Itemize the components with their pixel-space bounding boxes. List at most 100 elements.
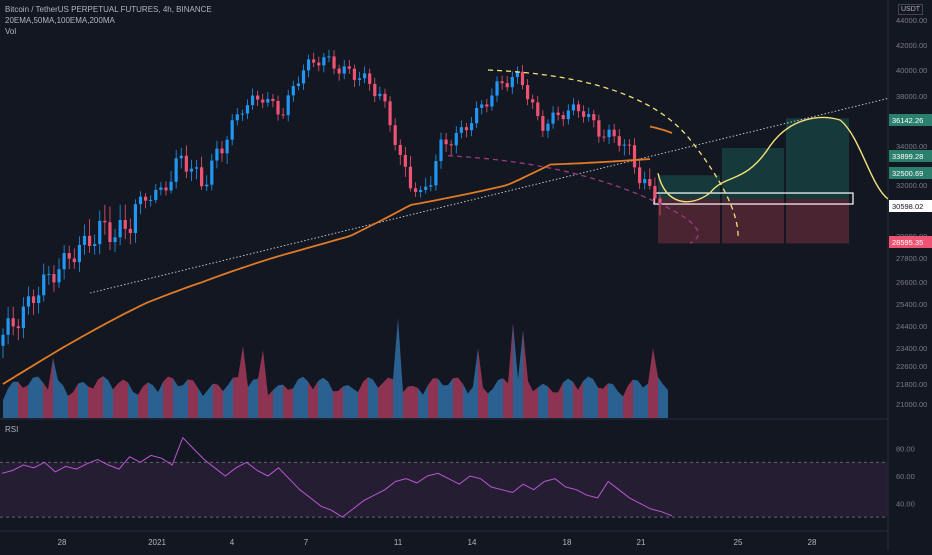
candle-body bbox=[261, 99, 265, 103]
volume-area-segment bbox=[528, 381, 533, 418]
volume-area-segment bbox=[78, 381, 83, 418]
candle-body bbox=[215, 148, 219, 161]
volume-area-segment bbox=[203, 389, 208, 418]
candle-body bbox=[138, 196, 143, 205]
volume-area-segment bbox=[128, 382, 133, 418]
currency-badge[interactable]: USDT bbox=[898, 4, 924, 15]
volume-area-segment bbox=[408, 385, 413, 418]
volume-area-segment bbox=[458, 377, 463, 418]
volume-area-segment bbox=[513, 323, 518, 418]
indicator-legend[interactable]: 20EMA,50MA,100EMA,200MA bbox=[5, 16, 115, 25]
candle-body bbox=[368, 73, 372, 84]
candle-body bbox=[108, 222, 112, 243]
candle-body bbox=[128, 228, 132, 234]
candle-body bbox=[245, 105, 250, 114]
candle-body bbox=[342, 66, 346, 74]
volume-area-segment bbox=[453, 377, 458, 418]
candle-body bbox=[398, 144, 402, 156]
candle-body bbox=[388, 101, 392, 126]
candle-body bbox=[322, 57, 326, 66]
volume-area-segment bbox=[63, 385, 68, 418]
volume-area-segment bbox=[193, 380, 198, 418]
candle-body bbox=[159, 187, 163, 190]
volume-area-segment bbox=[168, 376, 173, 418]
volume-area-segment bbox=[573, 381, 578, 418]
volume-area-segment bbox=[33, 376, 38, 418]
volume-area-segment bbox=[368, 377, 373, 418]
candle-body bbox=[133, 204, 138, 234]
volume-area-segment bbox=[588, 376, 593, 418]
chart-title: Bitcoin / TetherUS PERPETUAL FUTURES, 4h… bbox=[5, 5, 212, 14]
volume-area-segment bbox=[3, 388, 8, 418]
volume-area-segment bbox=[583, 376, 588, 418]
volume-area-segment bbox=[143, 382, 148, 418]
candle-body bbox=[536, 102, 540, 117]
stop-zone-3 bbox=[786, 199, 849, 244]
volume-area-segment bbox=[133, 391, 138, 418]
volume-area-segment bbox=[18, 381, 23, 418]
volume-area-segment bbox=[378, 382, 383, 418]
volume-area-segment bbox=[438, 378, 443, 418]
candle-body bbox=[317, 62, 321, 66]
volume-area-segment bbox=[483, 387, 488, 418]
volume-area-segment bbox=[338, 386, 343, 418]
rsi-legend[interactable]: RSI bbox=[5, 425, 19, 434]
volume-area-segment bbox=[658, 377, 663, 418]
candle-body bbox=[189, 168, 194, 172]
volume-area-segment bbox=[253, 378, 258, 418]
candle-body bbox=[648, 179, 652, 186]
volume-area-segment bbox=[288, 388, 293, 418]
volume-area-segment bbox=[508, 323, 513, 418]
volume-area-segment bbox=[448, 378, 453, 418]
candle-body bbox=[118, 220, 122, 238]
candle-body bbox=[16, 326, 20, 329]
candle-body bbox=[546, 123, 550, 131]
volume-area-segment bbox=[663, 384, 668, 418]
y-tick-label: 40000.00 bbox=[896, 66, 927, 75]
volume-area-segment bbox=[478, 348, 483, 418]
volume-area-segment bbox=[148, 382, 153, 418]
volume-area-segment bbox=[463, 384, 468, 418]
rsi-tick-label: 80.00 bbox=[896, 445, 915, 454]
volume-area-segment bbox=[323, 377, 328, 418]
candle-body bbox=[220, 148, 224, 154]
volume-area-segment bbox=[603, 383, 608, 418]
y-tick-label: 27800.00 bbox=[896, 254, 927, 263]
volume-area-segment bbox=[333, 391, 338, 418]
candle-body bbox=[525, 85, 530, 100]
stop-zone-2 bbox=[722, 199, 784, 244]
y-tick-label: 24400.00 bbox=[896, 322, 927, 331]
moving-average-tail bbox=[649, 125, 673, 134]
rsi-line bbox=[1, 436, 673, 518]
candle-body bbox=[281, 114, 285, 116]
volume-area-segment bbox=[183, 379, 188, 418]
volume-area-segment bbox=[93, 379, 98, 418]
y-tick-label: 23400.00 bbox=[896, 344, 927, 353]
y-tick-label: 25400.00 bbox=[896, 300, 927, 309]
candle-body bbox=[179, 155, 183, 159]
candle-body bbox=[31, 296, 36, 304]
price-label-bg bbox=[889, 200, 932, 212]
volume-legend[interactable]: Vol bbox=[5, 27, 17, 36]
volume-area-segment bbox=[88, 386, 93, 418]
volume-area-segment bbox=[28, 377, 33, 418]
volume-area-segment bbox=[293, 379, 298, 418]
x-tick-label: 2021 bbox=[148, 538, 166, 547]
price-label: 32500.69 bbox=[892, 169, 923, 178]
x-tick-label: 11 bbox=[394, 538, 403, 547]
candle-body bbox=[301, 70, 306, 84]
candle-body bbox=[475, 107, 479, 124]
candle-body bbox=[622, 144, 626, 146]
x-tick-label: 7 bbox=[304, 538, 309, 547]
volume-area-segment bbox=[258, 350, 263, 418]
candle-body bbox=[271, 98, 275, 101]
volume-area-segment bbox=[318, 377, 323, 418]
y-tick-label: 38000.00 bbox=[896, 92, 927, 101]
candle-body bbox=[332, 56, 336, 69]
candle-body bbox=[653, 185, 657, 199]
volume-area-segment bbox=[598, 387, 603, 418]
candle-body bbox=[296, 83, 300, 86]
volume-area-segment bbox=[48, 358, 53, 418]
